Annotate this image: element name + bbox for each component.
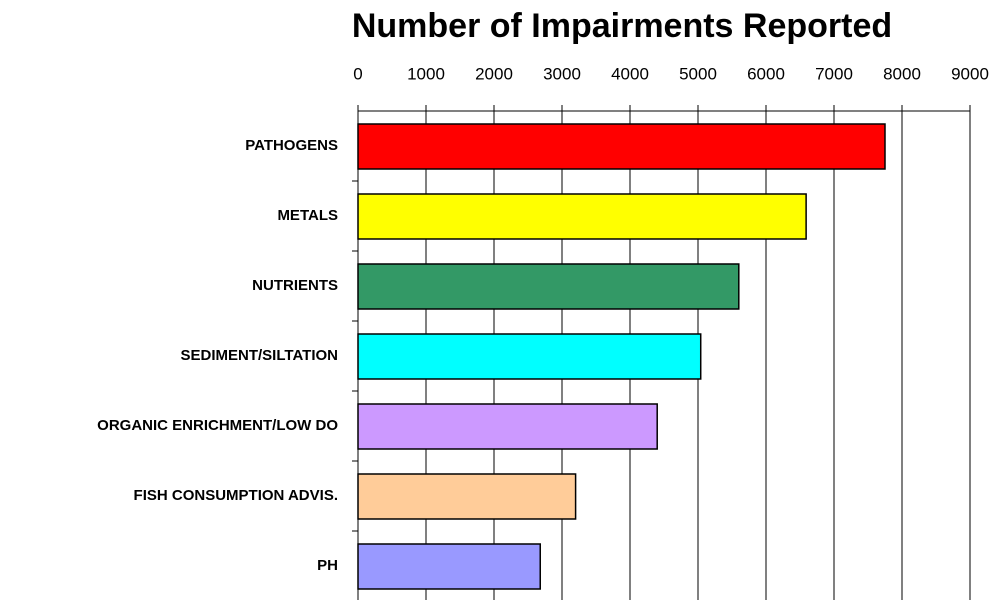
x-tick-label: 4000 <box>611 64 649 83</box>
x-tick-label: 6000 <box>747 64 785 83</box>
bar <box>357 543 541 590</box>
x-tick-label: 7000 <box>815 64 853 83</box>
bar <box>357 193 807 240</box>
y-tick-label: ORGANIC ENRICHMENT/LOW DO <box>97 417 338 434</box>
x-tick-label: 0 <box>353 64 362 83</box>
bar <box>357 473 577 520</box>
y-tick-label: NUTRIENTS <box>252 277 338 294</box>
y-tick-label: SEDIMENT/SILTATION <box>181 347 339 364</box>
x-tick-label: 9000 <box>951 64 989 83</box>
y-tick-label: PATHOGENS <box>245 137 338 154</box>
bar <box>357 403 658 450</box>
chart-title: Number of Impairments Reported <box>352 7 892 45</box>
x-tick-label: 2000 <box>475 64 513 83</box>
y-tick-label: FISH CONSUMPTION ADVIS. <box>134 487 338 504</box>
x-tick-label: 5000 <box>679 64 717 83</box>
x-tick-label: 3000 <box>543 64 581 83</box>
x-tick-label: 8000 <box>883 64 921 83</box>
x-tick-label: 1000 <box>407 64 445 83</box>
bar <box>357 123 886 170</box>
bar <box>357 333 702 380</box>
bar <box>357 263 740 310</box>
y-tick-label: PH <box>317 557 338 574</box>
y-tick-label: METALS <box>277 207 338 224</box>
